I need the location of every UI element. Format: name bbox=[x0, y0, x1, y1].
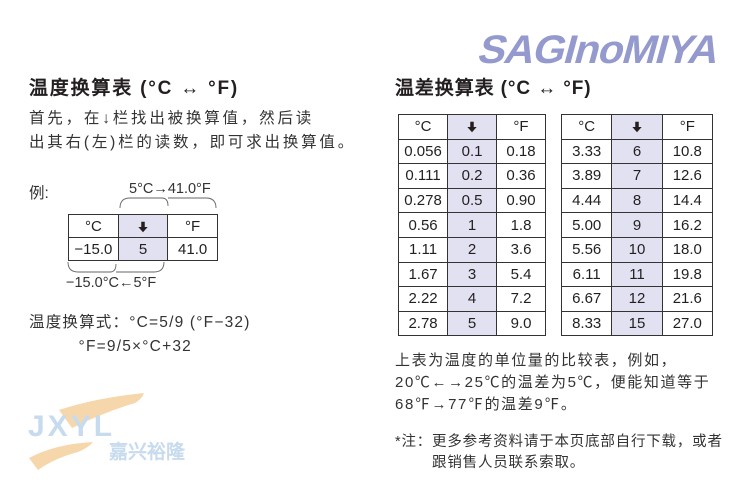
svg-text:SAGInoMIYA: SAGInoMIYA bbox=[474, 27, 725, 72]
svg-text:JXYL: JXYL bbox=[28, 410, 115, 443]
svg-text:嘉兴裕隆: 嘉兴裕隆 bbox=[108, 440, 186, 463]
